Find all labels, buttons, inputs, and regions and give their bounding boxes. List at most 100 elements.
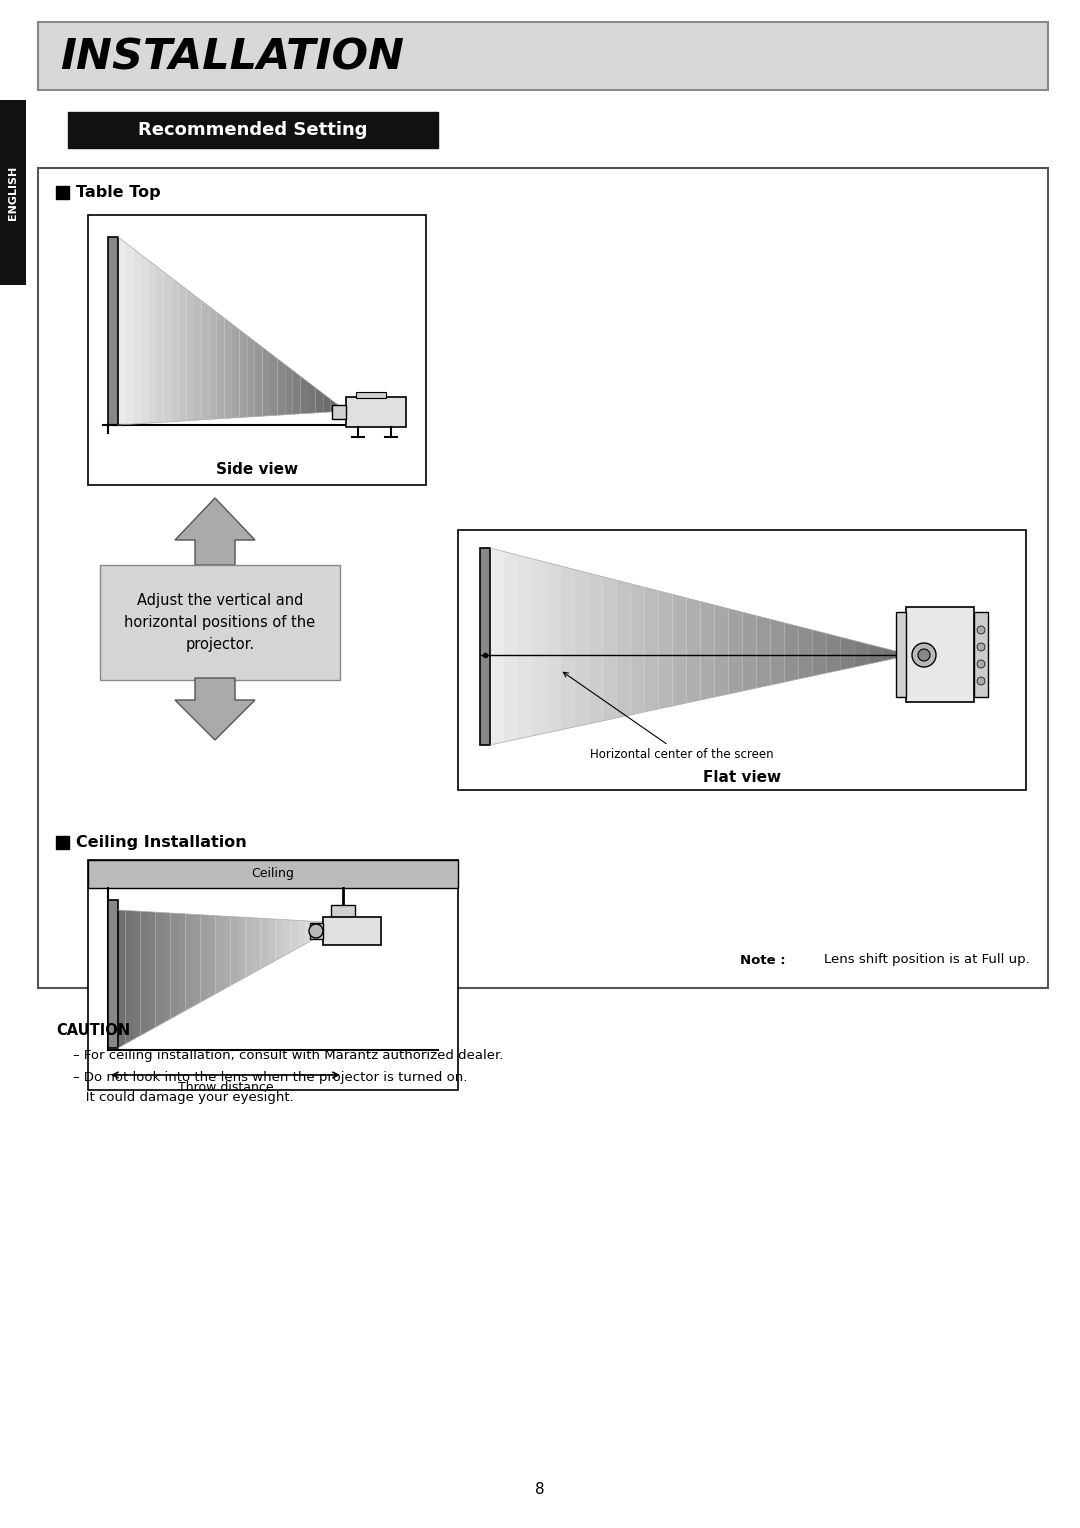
Polygon shape [156, 266, 163, 423]
Polygon shape [330, 399, 338, 413]
Text: Flat view: Flat view [703, 770, 781, 784]
Text: – Do not look into the lens when the projector is turned on.: – Do not look into the lens when the pro… [73, 1071, 468, 1083]
Polygon shape [262, 347, 270, 416]
Polygon shape [222, 917, 230, 990]
Polygon shape [270, 353, 278, 416]
Polygon shape [133, 911, 140, 1039]
Bar [356, 393, 386, 397]
Polygon shape [504, 552, 518, 743]
Bar [108, 900, 118, 1048]
Polygon shape [247, 336, 255, 417]
Polygon shape [260, 918, 268, 969]
Text: ENGLISH: ENGLISH [8, 167, 18, 220]
Polygon shape [172, 278, 179, 422]
Polygon shape [240, 330, 247, 417]
Polygon shape [268, 918, 275, 964]
Text: Note :: Note : [740, 953, 791, 967]
Polygon shape [532, 559, 546, 736]
Polygon shape [285, 365, 293, 414]
Bar [87, 215, 426, 484]
Circle shape [918, 649, 930, 662]
Text: Ceiling: Ceiling [252, 868, 295, 880]
Polygon shape [193, 914, 201, 1007]
Bar [332, 405, 346, 419]
Text: Lens shift position is at Full up.: Lens shift position is at Full up. [824, 953, 1030, 967]
Bar [108, 237, 118, 425]
Text: INSTALLATION: INSTALLATION [60, 37, 404, 79]
Polygon shape [186, 914, 193, 1010]
Polygon shape [869, 645, 883, 665]
Polygon shape [603, 576, 617, 721]
Polygon shape [179, 283, 187, 422]
Polygon shape [323, 394, 330, 413]
Polygon shape [202, 301, 210, 420]
Polygon shape [338, 405, 346, 411]
Polygon shape [156, 912, 163, 1027]
Polygon shape [171, 914, 178, 1019]
Polygon shape [178, 914, 186, 1015]
Circle shape [912, 643, 936, 668]
Text: 8: 8 [536, 1482, 544, 1497]
Polygon shape [687, 597, 701, 703]
Polygon shape [841, 637, 855, 669]
Polygon shape [518, 555, 532, 740]
Bar [323, 917, 381, 944]
Text: Adjust the vertical and
horizontal positions of the
projector.: Adjust the vertical and horizontal posit… [124, 593, 315, 652]
Polygon shape [561, 565, 575, 730]
Text: Side view: Side view [216, 463, 298, 477]
Polygon shape [673, 594, 687, 706]
Polygon shape [245, 917, 253, 978]
Polygon shape [336, 923, 343, 927]
Polygon shape [743, 613, 757, 691]
Bar [56, 186, 69, 199]
Bar [38, 168, 1048, 989]
Text: It could damage your eyesight.: It could damage your eyesight. [73, 1091, 294, 1105]
Polygon shape [701, 602, 715, 700]
Polygon shape [827, 634, 841, 672]
Polygon shape [175, 678, 255, 740]
Polygon shape [757, 616, 771, 688]
Polygon shape [140, 911, 148, 1036]
Polygon shape [771, 619, 785, 685]
Polygon shape [208, 915, 216, 998]
Polygon shape [275, 920, 283, 961]
Polygon shape [645, 587, 659, 712]
Polygon shape [278, 359, 285, 416]
Polygon shape [729, 608, 743, 694]
Polygon shape [163, 912, 171, 1024]
Polygon shape [589, 573, 603, 724]
Polygon shape [118, 911, 125, 1048]
Polygon shape [308, 382, 315, 414]
Polygon shape [813, 630, 827, 675]
Bar [100, 565, 340, 680]
Polygon shape [187, 289, 194, 420]
Polygon shape [659, 591, 673, 709]
Polygon shape [321, 921, 328, 935]
Polygon shape [230, 917, 238, 986]
Text: CAUTION: CAUTION [56, 1024, 130, 1038]
Polygon shape [631, 584, 645, 715]
Polygon shape [300, 376, 308, 414]
Polygon shape [194, 295, 202, 420]
Bar [480, 549, 490, 746]
Bar [87, 860, 458, 1089]
Text: Recommended Setting: Recommended Setting [138, 121, 368, 139]
Polygon shape [253, 918, 260, 973]
Polygon shape [133, 249, 140, 425]
Polygon shape [315, 388, 323, 413]
Bar [896, 613, 906, 697]
Polygon shape [148, 912, 156, 1031]
Polygon shape [715, 605, 729, 697]
Polygon shape [163, 272, 172, 422]
Polygon shape [306, 921, 313, 944]
Bar [38, 21, 1048, 90]
Polygon shape [175, 498, 255, 565]
Polygon shape [216, 915, 222, 993]
Bar [0, 99, 26, 286]
Circle shape [309, 924, 323, 938]
Polygon shape [617, 581, 631, 718]
Text: Horizontal center of the screen: Horizontal center of the screen [564, 672, 773, 761]
Text: – For ceiling installation, consult with Marantz authorized dealer.: – For ceiling installation, consult with… [73, 1050, 503, 1062]
Polygon shape [298, 920, 306, 947]
Polygon shape [291, 920, 298, 952]
